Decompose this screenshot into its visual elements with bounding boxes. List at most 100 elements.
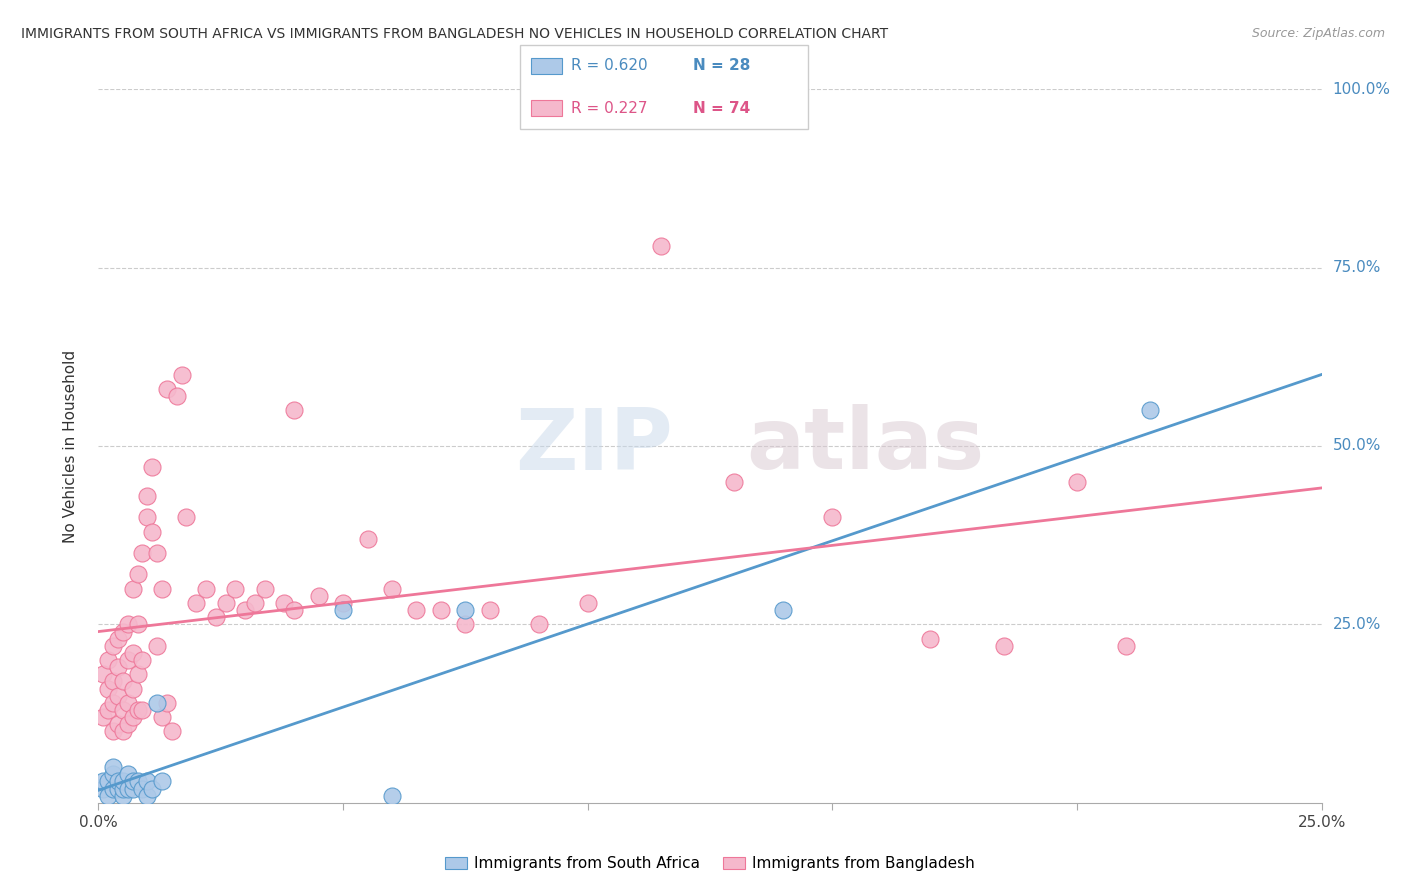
Point [332, 596, 354, 610]
Point [101, 724, 124, 739]
Point [111, 624, 134, 639]
Point [111, 789, 134, 803]
Point [273, 596, 295, 610]
Point [332, 603, 354, 617]
Point [454, 603, 477, 617]
Text: IMMIGRANTS FROM SOUTH AFRICA VS IMMIGRANTS FROM BANGLADESH NO VEHICLES IN HOUSEH: IMMIGRANTS FROM SOUTH AFRICA VS IMMIGRAN… [21, 27, 889, 41]
Point [283, 603, 305, 617]
Point [141, 781, 163, 796]
Point [136, 510, 159, 524]
Point [405, 603, 427, 617]
Text: N = 28: N = 28 [693, 58, 751, 73]
Point [141, 524, 163, 539]
Text: R = 0.227: R = 0.227 [571, 101, 647, 116]
Point [111, 703, 134, 717]
Text: 50.0%: 50.0% [1333, 439, 1381, 453]
Point [146, 546, 169, 560]
Point [576, 596, 599, 610]
Point [1139, 403, 1161, 417]
Point [101, 767, 124, 781]
Point [156, 382, 179, 396]
Text: 100.0%: 100.0% [1333, 82, 1391, 96]
Text: N = 74: N = 74 [693, 101, 751, 116]
Point [356, 532, 378, 546]
Point [101, 639, 124, 653]
Point [101, 781, 124, 796]
Point [107, 660, 129, 674]
Point [772, 603, 794, 617]
Point [160, 724, 183, 739]
Point [150, 582, 173, 596]
Point [121, 781, 143, 796]
Point [107, 632, 129, 646]
Point [111, 724, 134, 739]
Point [111, 781, 134, 796]
Point [233, 603, 256, 617]
Point [430, 603, 453, 617]
Point [136, 489, 159, 503]
Point [91, 781, 114, 796]
Point [176, 510, 198, 524]
Point [170, 368, 193, 382]
Point [131, 653, 153, 667]
Text: R = 0.620: R = 0.620 [571, 58, 647, 73]
Point [101, 674, 124, 689]
Point [117, 696, 139, 710]
Point [150, 710, 173, 724]
Point [117, 653, 139, 667]
Point [117, 717, 139, 731]
Point [141, 460, 163, 475]
Point [127, 703, 149, 717]
Text: ZIP: ZIP [516, 404, 673, 488]
Point [308, 589, 330, 603]
Point [283, 403, 305, 417]
Legend: Immigrants from South Africa, Immigrants from Bangladesh: Immigrants from South Africa, Immigrants… [439, 850, 981, 877]
Point [127, 617, 149, 632]
Point [121, 646, 143, 660]
Text: Source: ZipAtlas.com: Source: ZipAtlas.com [1251, 27, 1385, 40]
Point [97, 789, 120, 803]
Point [821, 510, 844, 524]
Point [381, 582, 404, 596]
Point [186, 596, 208, 610]
Point [91, 710, 114, 724]
Point [1066, 475, 1088, 489]
Text: 25.0%: 25.0% [1333, 617, 1381, 632]
Point [107, 689, 129, 703]
Point [224, 582, 246, 596]
Point [107, 781, 129, 796]
Point [136, 774, 159, 789]
Point [131, 703, 153, 717]
Point [993, 639, 1015, 653]
Point [723, 475, 745, 489]
Point [131, 781, 153, 796]
Point [131, 546, 153, 560]
Point [146, 696, 169, 710]
Point [127, 774, 149, 789]
Point [91, 774, 114, 789]
Point [97, 703, 120, 717]
Point [214, 596, 236, 610]
Point [107, 717, 129, 731]
Y-axis label: No Vehicles in Household: No Vehicles in Household [63, 350, 77, 542]
Point [195, 582, 218, 596]
Point [127, 567, 149, 582]
Point [156, 696, 179, 710]
Point [97, 681, 120, 696]
Text: atlas: atlas [747, 404, 986, 488]
Point [121, 710, 143, 724]
Point [117, 781, 139, 796]
Point [97, 653, 120, 667]
Point [111, 674, 134, 689]
Point [381, 789, 404, 803]
Point [253, 582, 276, 596]
Point [205, 610, 228, 624]
Point [150, 774, 173, 789]
Point [243, 596, 266, 610]
Point [146, 639, 169, 653]
Point [166, 389, 188, 403]
Point [121, 774, 143, 789]
Text: 75.0%: 75.0% [1333, 260, 1381, 275]
Point [97, 774, 120, 789]
Point [91, 667, 114, 681]
